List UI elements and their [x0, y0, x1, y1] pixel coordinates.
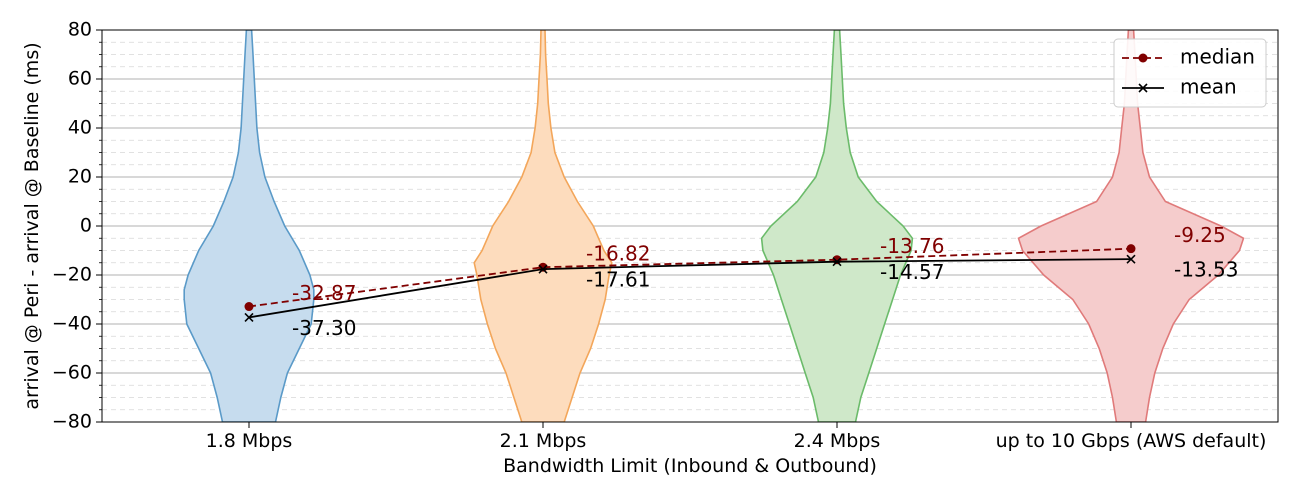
y-tick-label: 80: [68, 19, 92, 41]
mean-point: [244, 312, 254, 322]
axes: −80 −60 −40 −20 0 20 40 60 80 1.8 Mbps 2.1 Mbps 2.4…: [52, 19, 1267, 453]
violin-2: [473, 30, 613, 422]
violin-1: [183, 30, 315, 422]
y-tick-label: 60: [68, 68, 92, 90]
legend: median mean: [1113, 38, 1267, 108]
x-tick-label: 2.1 Mbps: [500, 430, 587, 452]
mean-point: [1126, 254, 1136, 264]
y-tick-label: 20: [68, 166, 92, 188]
mean-point: [832, 257, 842, 267]
median-value-label: -32.87: [292, 281, 356, 305]
median-value-label: -9.25: [1174, 223, 1226, 247]
y-tick-label: 40: [68, 117, 92, 139]
y-tick-label: −60: [52, 362, 92, 384]
median-point: [244, 302, 254, 312]
median-line: [248, 247, 1132, 308]
median-value-label: -16.82: [586, 242, 650, 266]
violin-3: [760, 30, 914, 422]
violin-4: [1017, 30, 1245, 422]
median-point: [832, 255, 842, 265]
y-tick-label: −80: [52, 411, 92, 433]
mean-value-label: -13.53: [1174, 258, 1238, 282]
legend-label: median: [1180, 45, 1255, 69]
violins: [183, 30, 1245, 422]
mean-value-label: -17.61: [586, 268, 650, 292]
median-value-label: -13.76: [880, 234, 944, 258]
series-lines: [244, 244, 1136, 322]
legend-box: [1113, 38, 1267, 108]
mean-value-label: -14.57: [880, 260, 944, 284]
legend-label: mean: [1180, 75, 1237, 99]
y-tick-label: 0: [80, 215, 92, 237]
y-tick-label: −40: [52, 313, 92, 335]
legend-entry-median: median: [1122, 45, 1255, 69]
x-tick-label: up to 10 Gbps (AWS default): [996, 430, 1267, 452]
x-tick-label: 2.4 Mbps: [794, 430, 881, 452]
y-tick-label: −20: [52, 264, 92, 286]
mean-value-label: -37.30: [292, 316, 356, 340]
x-tick-label: 1.8 Mbps: [206, 430, 293, 452]
value-labels: -32.87 -16.82 -13.76 -9.25 -37.30 -17.61 -14.5…: [292, 223, 1238, 340]
legend-entry-mean: mean: [1122, 75, 1237, 99]
x-axis-label: Bandwidth Limit (Inbound & Outbound): [503, 455, 877, 477]
y-axis-label: arrival @ Peri - arrival @ Baseline (ms): [21, 42, 43, 409]
median-point: [1126, 244, 1136, 254]
mean-point: [538, 264, 548, 274]
mean-line: [248, 258, 1132, 319]
